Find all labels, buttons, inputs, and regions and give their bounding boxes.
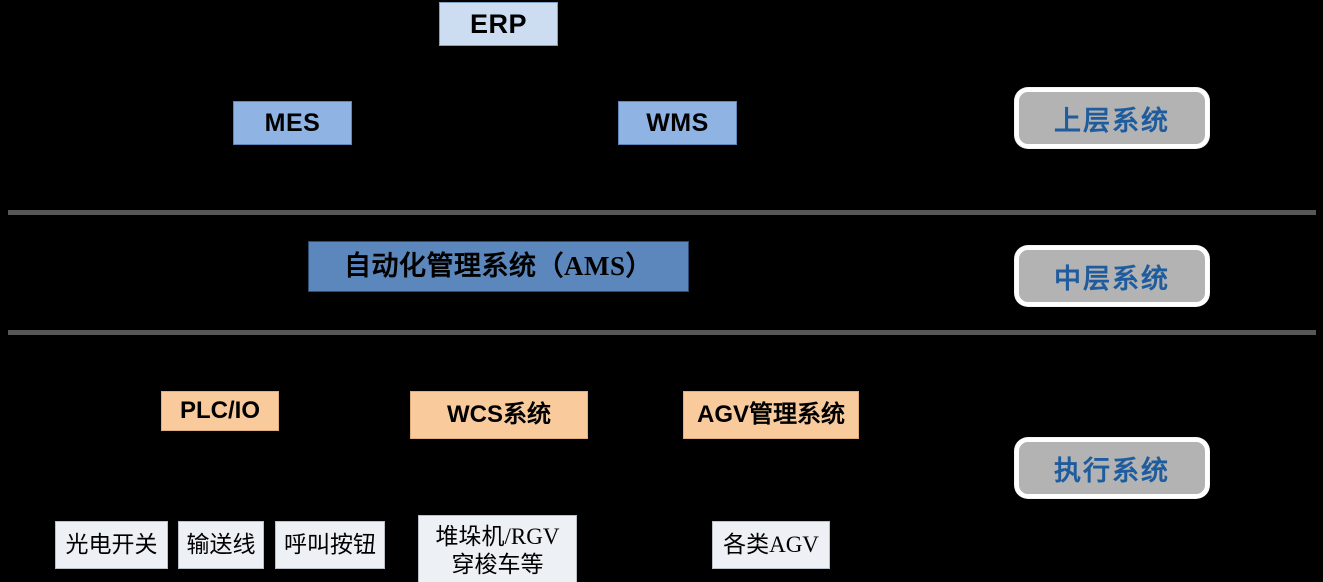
node-mes-label: MES — [264, 109, 321, 137]
node-plc-io[interactable]: PLC/IO — [161, 391, 279, 431]
layer-tag-middle-label: 中层系统 — [1054, 263, 1170, 294]
node-call-button[interactable]: 呼叫按钮 — [275, 521, 385, 569]
node-erp-label: ERP — [469, 8, 528, 39]
node-photo-switch-label: 光电开关 — [65, 532, 158, 558]
node-wcs[interactable]: WCS系统 — [410, 391, 588, 439]
node-photo-switch[interactable]: 光电开关 — [55, 521, 168, 569]
node-conveyor-label: 输送线 — [186, 532, 256, 558]
node-stacker-rgv[interactable]: 堆垛机/RGV 穿梭车等 — [418, 515, 577, 582]
divider-middle-execution — [8, 330, 1316, 335]
node-stacker-rgv-label: 堆垛机/RGV 穿梭车等 — [435, 523, 560, 577]
node-wms[interactable]: WMS — [618, 101, 737, 145]
layer-tag-upper-label: 上层系统 — [1054, 105, 1170, 136]
node-agv-management[interactable]: AGV管理系统 — [683, 391, 859, 439]
node-ams[interactable]: 自动化管理系统（AMS） — [308, 241, 689, 292]
layer-tag-execution[interactable]: 执行系统 — [1015, 438, 1209, 498]
node-agv-types[interactable]: 各类AGV — [712, 521, 830, 569]
node-ams-label: 自动化管理系统（AMS） — [344, 251, 653, 282]
node-call-button-label: 呼叫按钮 — [284, 532, 376, 558]
node-wms-label: WMS — [646, 109, 709, 137]
node-agv-types-label: 各类AGV — [723, 532, 819, 558]
node-wcs-label: WCS系统 — [447, 400, 551, 428]
node-agv-management-label: AGV管理系统 — [696, 400, 845, 428]
layer-tag-upper[interactable]: 上层系统 — [1015, 88, 1209, 148]
layer-tag-execution-label: 执行系统 — [1054, 455, 1170, 486]
divider-upper-middle — [8, 210, 1316, 215]
node-mes[interactable]: MES — [233, 101, 352, 145]
layer-tag-middle[interactable]: 中层系统 — [1015, 246, 1209, 306]
node-plc-io-label: PLC/IO — [179, 396, 260, 424]
node-conveyor[interactable]: 输送线 — [178, 521, 264, 569]
node-erp[interactable]: ERP — [439, 2, 558, 46]
